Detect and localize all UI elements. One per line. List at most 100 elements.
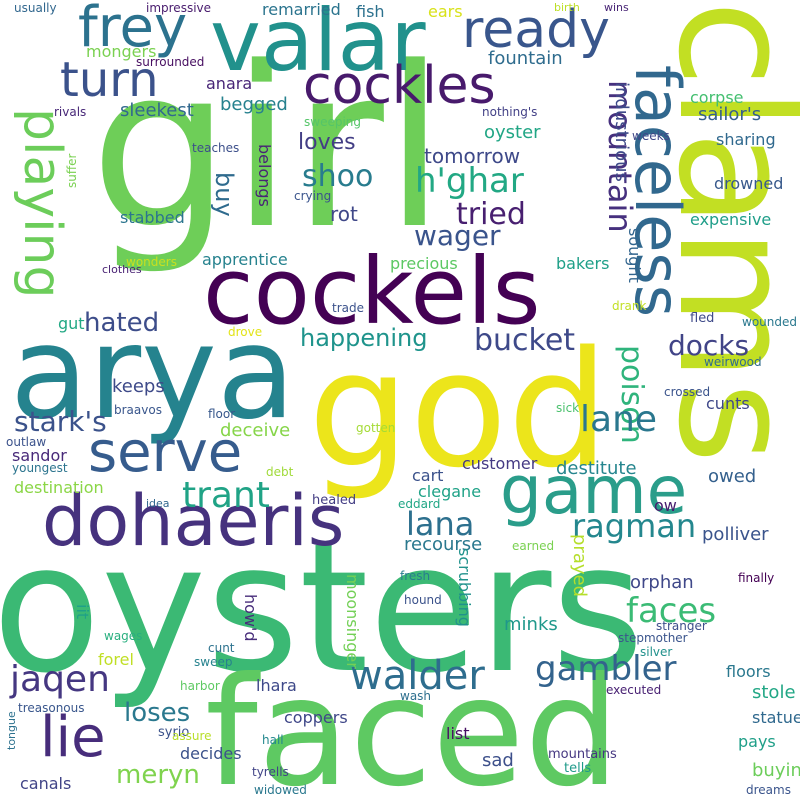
word: apprentice	[202, 250, 288, 269]
word: mountains	[548, 747, 617, 762]
word: dohaeris	[42, 480, 345, 562]
word: impressive	[146, 1, 212, 15]
word: shoo	[302, 159, 374, 194]
word: debt	[266, 465, 294, 479]
word: fish	[356, 2, 385, 21]
word: tyrells	[252, 765, 289, 779]
word: stark's	[14, 405, 107, 438]
word: wash	[400, 689, 432, 703]
word: cockles	[303, 56, 496, 116]
word: sweep	[194, 655, 233, 669]
word: suffer	[65, 153, 79, 188]
word: clegane	[418, 482, 482, 501]
word: statue	[752, 708, 800, 727]
word: assure	[172, 729, 212, 743]
word: tongue	[5, 711, 18, 750]
word: ready	[462, 0, 610, 60]
word: list	[446, 724, 470, 743]
word: recourse	[404, 534, 483, 555]
word: birth	[554, 1, 580, 14]
word: cockels	[203, 238, 541, 345]
word: polliver	[702, 524, 769, 545]
word: keeps	[112, 376, 165, 397]
word: stole	[752, 682, 796, 703]
word: canals	[20, 774, 72, 793]
word: silver	[640, 645, 673, 659]
word: stabbed	[120, 208, 185, 227]
word: braavos	[114, 403, 162, 417]
word: hound	[404, 593, 442, 607]
word: oysters	[0, 505, 645, 712]
word: lhara	[256, 676, 297, 695]
word: teaches	[192, 141, 240, 155]
word: industrious	[611, 82, 632, 182]
word: turn	[60, 52, 159, 108]
word: wager	[414, 219, 501, 252]
word: anara	[206, 74, 253, 93]
word: healed	[312, 493, 357, 508]
word: harbor	[180, 679, 220, 693]
word: scrubbing	[455, 548, 474, 627]
word: begged	[220, 94, 288, 115]
word: gut	[58, 314, 85, 333]
word: drove	[228, 325, 263, 339]
word: nothing's	[482, 105, 538, 119]
word: cunt	[208, 641, 235, 655]
word: outlaw	[6, 435, 47, 449]
word: usually	[14, 1, 57, 15]
word: surrounded	[136, 55, 205, 69]
word: sandor	[12, 446, 67, 465]
word: forel	[98, 650, 134, 669]
word: idea	[146, 497, 170, 510]
word: fountain	[488, 48, 563, 69]
word: cart	[412, 466, 444, 485]
word: hall	[262, 733, 284, 747]
word: expensive	[690, 210, 772, 229]
word: mongers	[86, 42, 157, 61]
word: sweeping	[304, 115, 362, 129]
word: ears	[428, 2, 463, 21]
word: ow	[654, 496, 677, 515]
word: how'd	[241, 594, 260, 642]
word: h'ghar	[415, 161, 524, 201]
word: bakers	[556, 254, 610, 273]
word: stepmother	[618, 631, 688, 645]
word: faces	[626, 591, 717, 631]
word: buying	[752, 760, 800, 781]
word: lie	[40, 705, 106, 770]
word: minks	[504, 614, 558, 635]
word: arya	[10, 299, 296, 448]
word: trant	[182, 475, 270, 516]
word: eddard	[398, 497, 441, 511]
word: customer	[462, 454, 538, 473]
word: lana	[406, 505, 475, 543]
word: iit	[73, 604, 92, 620]
word: earned	[512, 539, 555, 553]
word: game	[500, 452, 688, 529]
word: playing	[12, 108, 72, 299]
word: belongs	[255, 144, 274, 207]
word: weirwood	[704, 355, 762, 369]
word: remarried	[262, 0, 341, 19]
word: gotten	[356, 421, 396, 435]
word: walder	[350, 653, 485, 699]
word: tried	[456, 197, 526, 232]
word: docks	[668, 329, 750, 362]
word: valar	[210, 0, 426, 91]
word: jaqen	[10, 659, 110, 700]
word: coppers	[284, 708, 348, 727]
word: dreams	[746, 783, 791, 797]
word: clothes	[102, 263, 142, 276]
word: wages	[104, 629, 143, 643]
word: decides	[180, 744, 242, 763]
word: girl	[90, 20, 446, 278]
word: weeks	[632, 129, 670, 143]
word: loses	[124, 698, 191, 728]
word: sad	[482, 750, 514, 771]
word: sought	[625, 228, 644, 283]
word: crying	[294, 189, 332, 203]
word: rivals	[54, 105, 87, 119]
word: pays	[738, 732, 776, 751]
word: oyster	[484, 122, 541, 143]
word: serve	[88, 420, 243, 485]
